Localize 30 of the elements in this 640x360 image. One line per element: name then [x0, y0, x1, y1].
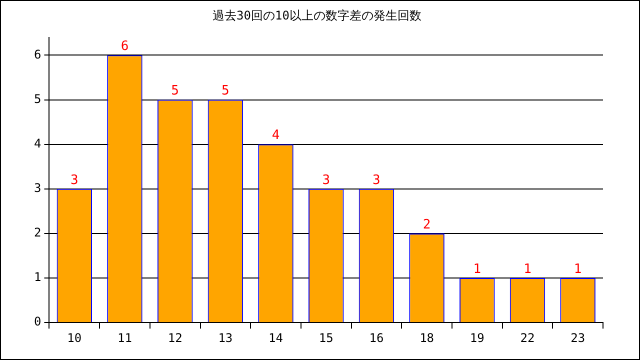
x-tick-label: 23	[570, 330, 586, 345]
x-tick-label: 18	[420, 330, 434, 345]
y-tick-label: 0	[34, 314, 42, 329]
chart-title: 過去30回の10以上の数字差の発生回数	[212, 8, 422, 22]
x-tick-label: 22	[520, 330, 535, 345]
y-tick-label: 1	[34, 270, 42, 284]
data-label: 5	[222, 84, 230, 99]
data-label: 1	[524, 262, 532, 277]
x-tick-label: 11	[118, 330, 132, 345]
data-label: 3	[70, 172, 78, 188]
y-tick-label: 2	[34, 226, 42, 240]
y-tick-label: 6	[34, 47, 42, 62]
data-label: 3	[372, 172, 380, 188]
y-tick-label: 4	[34, 136, 42, 150]
data-label: 2	[422, 217, 431, 232]
x-tick-label: 12	[168, 330, 182, 345]
x-tick-label: 14	[268, 330, 283, 345]
data-label: 5	[171, 84, 179, 99]
x-tick-label: 19	[470, 330, 484, 345]
y-tick-label: 5	[34, 92, 42, 106]
data-label: 6	[120, 39, 129, 54]
x-tick-label: 16	[369, 330, 384, 345]
data-label: 3	[322, 172, 330, 188]
data-label: 1	[574, 262, 582, 277]
x-tick-label: 13	[218, 330, 233, 345]
data-label: 1	[473, 262, 482, 277]
x-tick-label: 15	[318, 330, 334, 345]
data-label: 4	[272, 128, 280, 144]
x-tick-label: 10	[67, 330, 82, 345]
y-tick-label: 3	[34, 181, 42, 196]
